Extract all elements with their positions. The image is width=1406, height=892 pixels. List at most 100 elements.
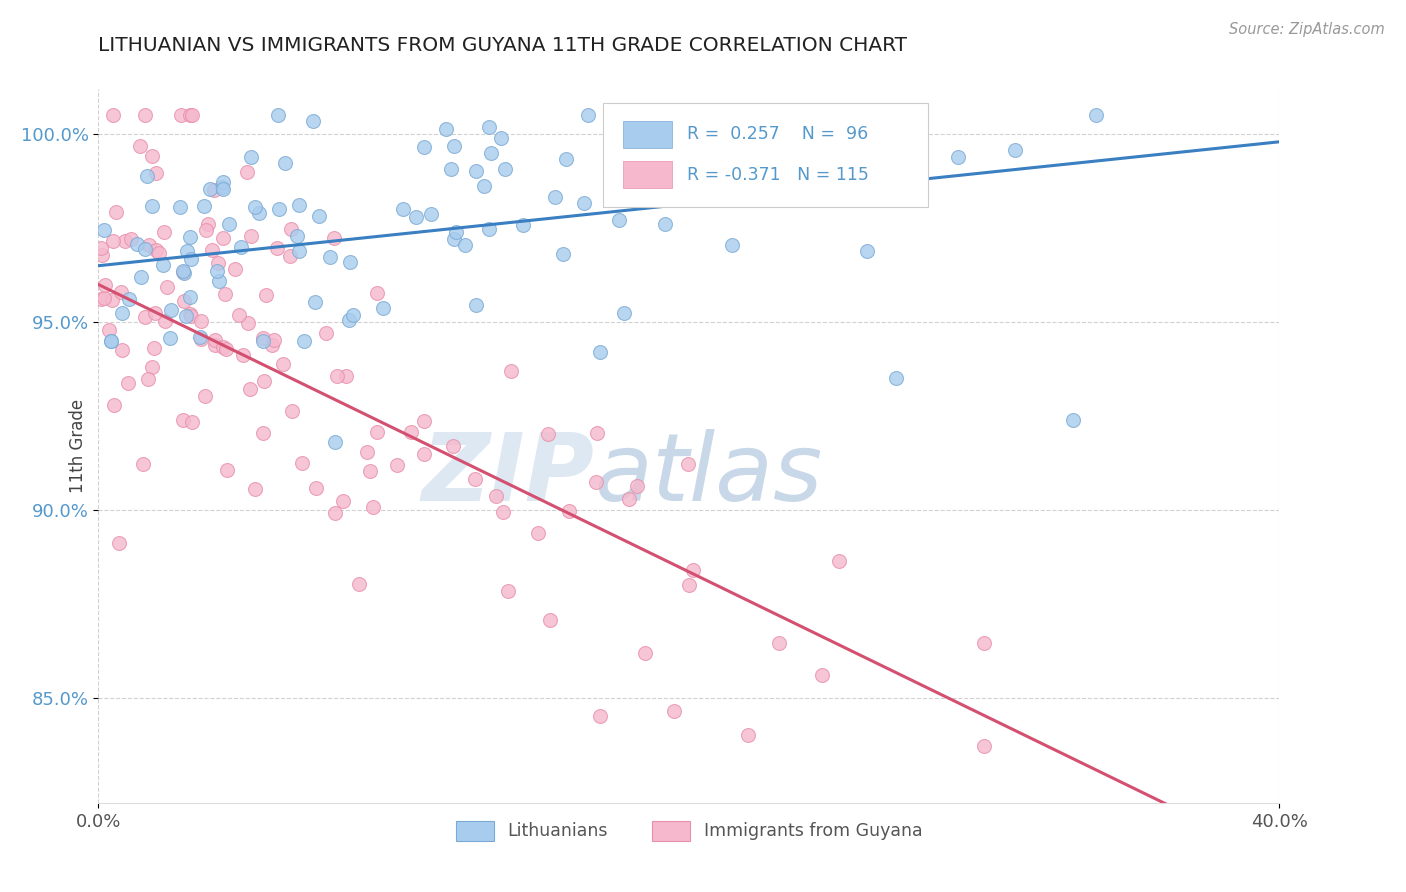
Point [143, 341, 166, 355]
Point [399, 425, 422, 439]
Point [558, 504, 581, 518]
Point [129, 269, 152, 284]
Point [204, 338, 226, 352]
Point [419, 207, 441, 221]
Point [148, 246, 170, 260]
Point [319, 250, 342, 264]
Point [211, 179, 233, 194]
Point [215, 342, 238, 356]
Point [145, 166, 167, 180]
Point [134, 310, 156, 325]
Point [274, 156, 297, 170]
Point [711, 136, 734, 150]
Point [828, 553, 851, 567]
Point [347, 577, 370, 591]
Point [117, 292, 139, 306]
Point [589, 709, 612, 723]
Point [180, 252, 202, 267]
Point [413, 447, 436, 461]
Point [134, 108, 156, 122]
Point [1085, 108, 1108, 122]
Point [238, 316, 260, 330]
Point [576, 108, 599, 122]
Point [253, 374, 276, 388]
Point [884, 371, 907, 385]
Point [212, 175, 235, 189]
Point [366, 286, 388, 301]
Point [100, 334, 122, 348]
Point [159, 331, 181, 345]
Point [156, 280, 179, 294]
Point [172, 265, 194, 279]
Point [205, 264, 228, 278]
Point [479, 146, 502, 161]
Point [212, 340, 235, 354]
Point [236, 165, 259, 179]
Point [356, 445, 378, 459]
Point [263, 333, 285, 347]
Point [626, 479, 648, 493]
Point [152, 225, 174, 239]
Point [304, 294, 326, 309]
Point [202, 183, 225, 197]
Point [179, 290, 201, 304]
Point [105, 205, 128, 219]
Point [772, 153, 794, 168]
Point [197, 217, 219, 231]
Point [101, 108, 124, 122]
Point [101, 235, 124, 249]
Point [90, 292, 112, 306]
Point [172, 413, 194, 427]
Point [111, 343, 134, 357]
Point [721, 238, 744, 252]
Point [114, 234, 136, 248]
Point [856, 244, 879, 258]
Point [794, 118, 817, 132]
Point [619, 492, 641, 507]
Point [285, 228, 308, 243]
Point [169, 200, 191, 214]
Point [176, 244, 198, 258]
Point [288, 244, 311, 259]
Point [173, 266, 195, 280]
Point [245, 482, 267, 496]
FancyBboxPatch shape [603, 103, 928, 207]
Y-axis label: 11th Grade: 11th Grade [69, 399, 87, 493]
Point [278, 249, 301, 263]
Point [478, 222, 501, 236]
Point [339, 312, 361, 326]
Point [489, 131, 512, 145]
Point [141, 148, 163, 162]
Point [946, 150, 969, 164]
Point [179, 108, 201, 122]
Point [361, 500, 384, 514]
Point [441, 439, 464, 453]
Point [212, 182, 235, 196]
Point [896, 182, 918, 196]
Point [214, 287, 236, 301]
Point [682, 563, 704, 577]
Point [93, 223, 115, 237]
Point [120, 232, 142, 246]
Point [485, 489, 508, 503]
Point [141, 199, 163, 213]
Point [231, 240, 253, 254]
Point [204, 333, 226, 347]
Point [207, 275, 229, 289]
Point [117, 376, 139, 391]
Point [387, 458, 409, 472]
Point [555, 152, 578, 166]
Point [501, 364, 523, 378]
Point [160, 302, 183, 317]
Point [252, 331, 274, 345]
Point [101, 293, 124, 307]
Point [527, 525, 550, 540]
Point [323, 231, 346, 245]
Point [207, 255, 229, 269]
Point [305, 482, 328, 496]
Point [252, 334, 274, 348]
Point [392, 202, 415, 216]
Point [496, 583, 519, 598]
Point [267, 202, 290, 217]
Point [607, 213, 630, 227]
